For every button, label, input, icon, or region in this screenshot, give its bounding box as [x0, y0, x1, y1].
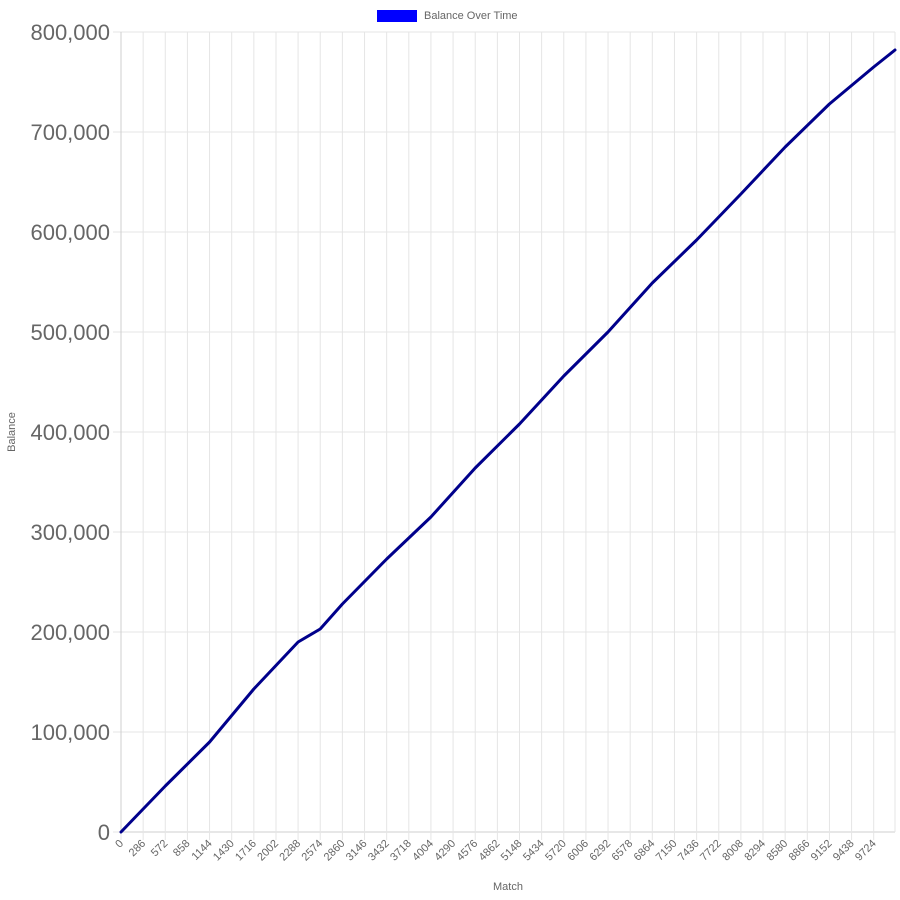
x-tick-label: 4290: [432, 838, 458, 864]
y-tick-label: 0: [98, 820, 110, 845]
x-tick-label: 3146: [344, 838, 370, 864]
x-tick-label: 0: [113, 838, 126, 851]
x-tick-label: 286: [127, 838, 148, 859]
x-tick-label: 5148: [499, 838, 525, 864]
y-tick-label: 100,000: [30, 720, 110, 745]
x-tick-label: 1430: [211, 838, 237, 864]
x-tick-label: 5434: [521, 838, 547, 864]
x-tick-label: 6578: [610, 838, 636, 864]
y-tick-label: 800,000: [30, 20, 110, 45]
legend-label-balance-over-time: Balance Over Time: [424, 10, 518, 22]
x-tick-label: 4576: [455, 838, 481, 864]
x-tick-label: 8866: [787, 838, 813, 864]
x-tick-label: 4004: [410, 838, 436, 864]
x-tick-label: 9724: [853, 838, 879, 864]
y-tick-label: 600,000: [30, 220, 110, 245]
x-tick-label: 8008: [720, 838, 746, 864]
y-tick-label: 300,000: [30, 520, 110, 545]
x-tick-label: 6864: [632, 838, 658, 864]
x-tick-label: 6006: [565, 838, 591, 864]
x-tick-label: 7722: [698, 838, 724, 864]
y-axis-title: Balance: [6, 412, 18, 452]
y-tick-label: 400,000: [30, 420, 110, 445]
x-tick-label: 5720: [543, 838, 569, 864]
x-tick-label: 9438: [831, 838, 857, 864]
x-tick-label: 3718: [388, 838, 414, 864]
x-tick-label: 2002: [255, 838, 281, 864]
x-tick-label: 2288: [277, 838, 303, 864]
x-tick-label: 858: [171, 838, 192, 859]
x-tick-label: 8294: [742, 838, 768, 864]
series-line-balance-over-time: [119, 48, 897, 834]
x-tick-label: 4862: [477, 838, 503, 864]
x-tick-label: 2860: [322, 838, 348, 864]
x-tick-label: 572: [149, 838, 170, 859]
x-tick-label: 9152: [809, 838, 835, 864]
y-tick-label: 500,000: [30, 320, 110, 345]
x-tick-label: 1716: [233, 838, 259, 864]
grid-lines: [113, 31, 896, 840]
y-tick-label: 700,000: [30, 120, 110, 145]
x-axis-title: Match: [493, 881, 523, 893]
y-axis-ticks: 0 100,000 200,000 300,000 400,000 500,000 600,…: [30, 20, 110, 845]
x-tick-label: 1144: [189, 838, 214, 863]
x-tick-label: 3432: [366, 838, 392, 864]
y-tick-label: 200,000: [30, 620, 110, 645]
x-tick-label: 7150: [654, 838, 680, 864]
series-group: [119, 48, 897, 834]
chart-legend[interactable]: Balance Over Time: [377, 8, 518, 24]
x-tick-label: 7436: [676, 838, 702, 864]
x-tick-label: 6292: [587, 838, 613, 864]
x-tick-label: 2574: [300, 838, 326, 864]
x-tick-label: 8580: [764, 838, 790, 864]
legend-swatch-balance-over-time: [377, 10, 417, 22]
x-axis-ticks: 0 286 572 858114414301716200222882574286031…: [113, 838, 879, 864]
